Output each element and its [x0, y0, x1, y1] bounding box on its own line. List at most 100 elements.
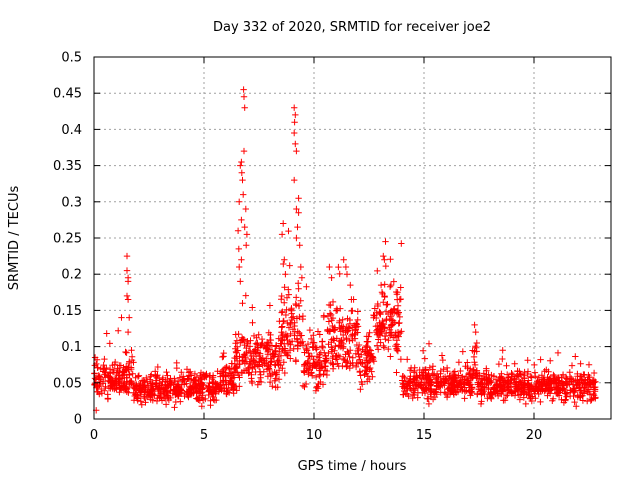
- data-point: [134, 373, 142, 380]
- data-point: [363, 333, 370, 340]
- data-point: [414, 382, 422, 390]
- data-point: [387, 281, 395, 289]
- data-point: [564, 376, 571, 383]
- data-point: [279, 334, 287, 341]
- data-point: [97, 375, 105, 383]
- data-point: [488, 371, 495, 379]
- data-point: [268, 342, 276, 349]
- data-point: [500, 397, 507, 404]
- data-point: [326, 327, 334, 334]
- data-point: [271, 368, 278, 376]
- data-point: [474, 390, 481, 398]
- data-point: [377, 309, 384, 317]
- data-point: [357, 386, 364, 393]
- data-point: [558, 379, 566, 386]
- data-point: [585, 361, 593, 368]
- data-point: [118, 314, 125, 321]
- data-point: [251, 357, 258, 365]
- data-point: [140, 384, 147, 391]
- data-point: [498, 370, 505, 377]
- data-point: [439, 356, 446, 364]
- data-point: [281, 256, 288, 263]
- data-point: [356, 356, 363, 363]
- data-point: [572, 353, 579, 360]
- data-point: [461, 395, 468, 402]
- data-point: [554, 349, 562, 357]
- data-point: [163, 368, 170, 376]
- data-point: [343, 271, 351, 278]
- data-point: [108, 379, 115, 386]
- chart-title: Day 332 of 2020, SRMTID for receiver joe…: [213, 20, 491, 35]
- data-point: [398, 240, 405, 247]
- data-point: [577, 360, 584, 367]
- data-point: [313, 363, 320, 370]
- data-point: [352, 363, 360, 371]
- data-point: [590, 390, 597, 398]
- data-point: [277, 352, 285, 359]
- data-point: [238, 216, 245, 224]
- data-point: [164, 372, 171, 379]
- data-point: [255, 378, 263, 385]
- data-point: [295, 285, 302, 292]
- data-point: [451, 375, 458, 382]
- data-point: [405, 392, 412, 400]
- data-point: [325, 318, 333, 325]
- data-point: [213, 381, 220, 388]
- data-point: [457, 379, 464, 387]
- data-point: [104, 391, 111, 398]
- data-point: [283, 294, 291, 301]
- data-point: [532, 395, 539, 402]
- data-point: [187, 368, 194, 375]
- data-point: [134, 395, 141, 402]
- data-point: [91, 375, 99, 382]
- data-point: [567, 392, 574, 400]
- data-point: [451, 386, 458, 394]
- data-point: [279, 365, 286, 372]
- data-point: [252, 346, 259, 354]
- data-point: [354, 316, 361, 324]
- data-point: [271, 353, 278, 360]
- data-point: [380, 299, 387, 306]
- data-point: [231, 360, 238, 368]
- x-axis-label: GPS time / hours: [298, 459, 407, 474]
- data-point: [399, 373, 407, 380]
- data-point: [385, 345, 392, 353]
- data-point: [196, 390, 203, 397]
- data-point: [380, 342, 387, 350]
- x-tick-label: 5: [200, 428, 208, 443]
- data-point: [590, 379, 598, 386]
- data-point: [293, 205, 300, 213]
- data-point: [184, 392, 192, 400]
- data-point: [344, 315, 351, 322]
- data-point: [128, 365, 135, 373]
- data-point: [464, 364, 471, 372]
- data-point: [236, 263, 243, 271]
- data-point: [300, 367, 307, 375]
- data-point: [336, 338, 344, 345]
- data-point: [366, 329, 373, 336]
- data-point: [347, 347, 354, 354]
- data-point: [571, 398, 578, 406]
- data-point: [279, 308, 286, 315]
- data-point: [241, 223, 248, 231]
- data-point: [374, 326, 381, 333]
- data-point: [382, 262, 389, 270]
- data-point: [487, 394, 495, 401]
- data-point: [291, 104, 298, 111]
- data-point: [313, 384, 320, 391]
- data-point: [242, 292, 249, 299]
- data-point: [343, 363, 350, 370]
- data-point: [96, 390, 103, 398]
- data-point: [161, 390, 168, 398]
- data-point: [294, 223, 301, 231]
- data-point: [551, 386, 559, 393]
- data-point: [257, 371, 264, 378]
- data-point: [437, 367, 444, 375]
- data-point: [128, 347, 135, 354]
- data-point: [330, 337, 338, 344]
- data-point: [142, 399, 149, 406]
- data-point: [233, 363, 240, 370]
- data-point: [247, 337, 254, 344]
- data-point: [425, 370, 432, 377]
- data-point: [314, 383, 321, 390]
